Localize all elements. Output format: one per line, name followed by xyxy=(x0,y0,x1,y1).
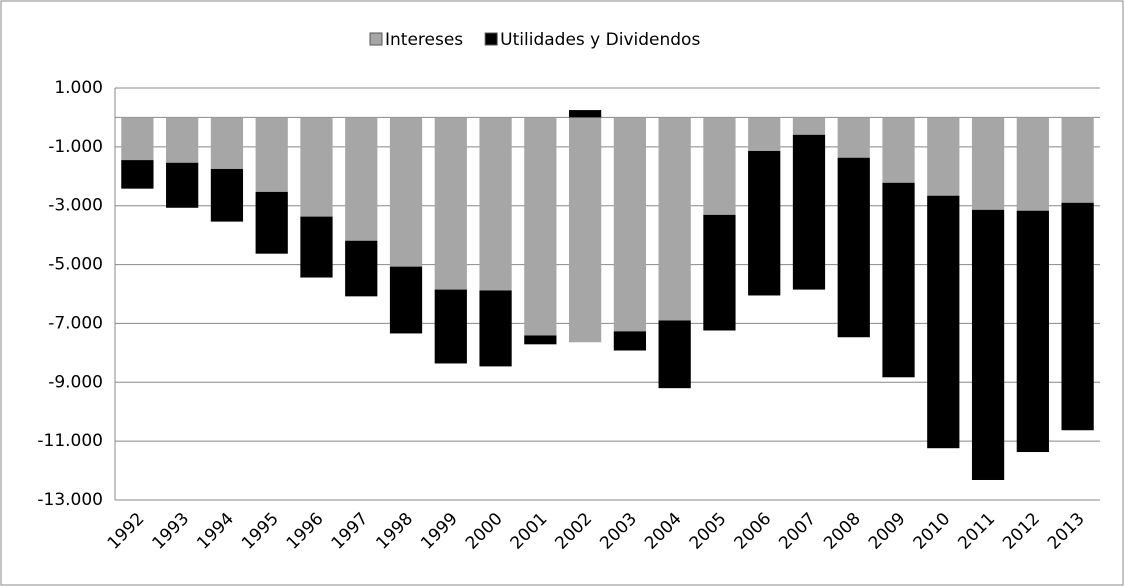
bar xyxy=(1061,117,1094,203)
bar xyxy=(1061,202,1094,431)
bar xyxy=(568,110,602,118)
bar xyxy=(971,209,1005,480)
y-tick-label: -7.000 xyxy=(48,313,103,333)
bar xyxy=(703,214,736,331)
y-tick-label: -11.000 xyxy=(37,431,103,451)
bar xyxy=(210,117,244,169)
bar xyxy=(479,290,512,367)
bar xyxy=(524,335,557,345)
bar xyxy=(568,117,602,343)
bar xyxy=(971,117,1005,210)
y-tick-label: -13.000 xyxy=(37,490,103,510)
bar xyxy=(792,117,826,135)
bar xyxy=(255,117,288,192)
bar xyxy=(792,134,826,290)
bar xyxy=(613,117,647,332)
bar xyxy=(748,150,781,296)
bar xyxy=(524,117,557,336)
bar xyxy=(434,289,467,364)
bar xyxy=(1016,117,1049,211)
bar xyxy=(389,266,423,334)
bar xyxy=(613,331,647,351)
bar xyxy=(255,191,288,254)
bar xyxy=(837,157,870,338)
y-tick-label: 1.000 xyxy=(54,78,103,98)
bar xyxy=(121,160,154,189)
bar xyxy=(658,117,691,321)
bar xyxy=(345,240,378,297)
bar xyxy=(345,117,378,241)
y-tick-label: -9.000 xyxy=(48,372,103,392)
bar xyxy=(300,216,333,278)
legend-label: Intereses xyxy=(385,30,463,50)
legend-swatch xyxy=(484,32,498,46)
bar xyxy=(882,117,915,183)
bar xyxy=(703,117,736,215)
bar xyxy=(434,117,467,290)
bar xyxy=(658,320,691,389)
bar xyxy=(927,117,960,196)
bar xyxy=(166,162,199,208)
bar xyxy=(121,117,154,161)
y-tick-label: -3.000 xyxy=(48,196,103,216)
legend-swatch xyxy=(369,32,383,46)
bar xyxy=(479,117,512,291)
bar xyxy=(166,117,199,163)
y-tick-label: -5.000 xyxy=(48,255,103,275)
bar xyxy=(882,182,915,378)
bar xyxy=(300,117,333,217)
legend-label: Utilidades y Dividendos xyxy=(500,30,700,50)
bar xyxy=(389,117,423,267)
y-tick-label: -1.000 xyxy=(48,137,103,157)
bar xyxy=(837,117,870,158)
bar xyxy=(1016,210,1049,453)
bar xyxy=(210,168,244,222)
bar xyxy=(748,117,781,151)
bar xyxy=(927,195,960,449)
